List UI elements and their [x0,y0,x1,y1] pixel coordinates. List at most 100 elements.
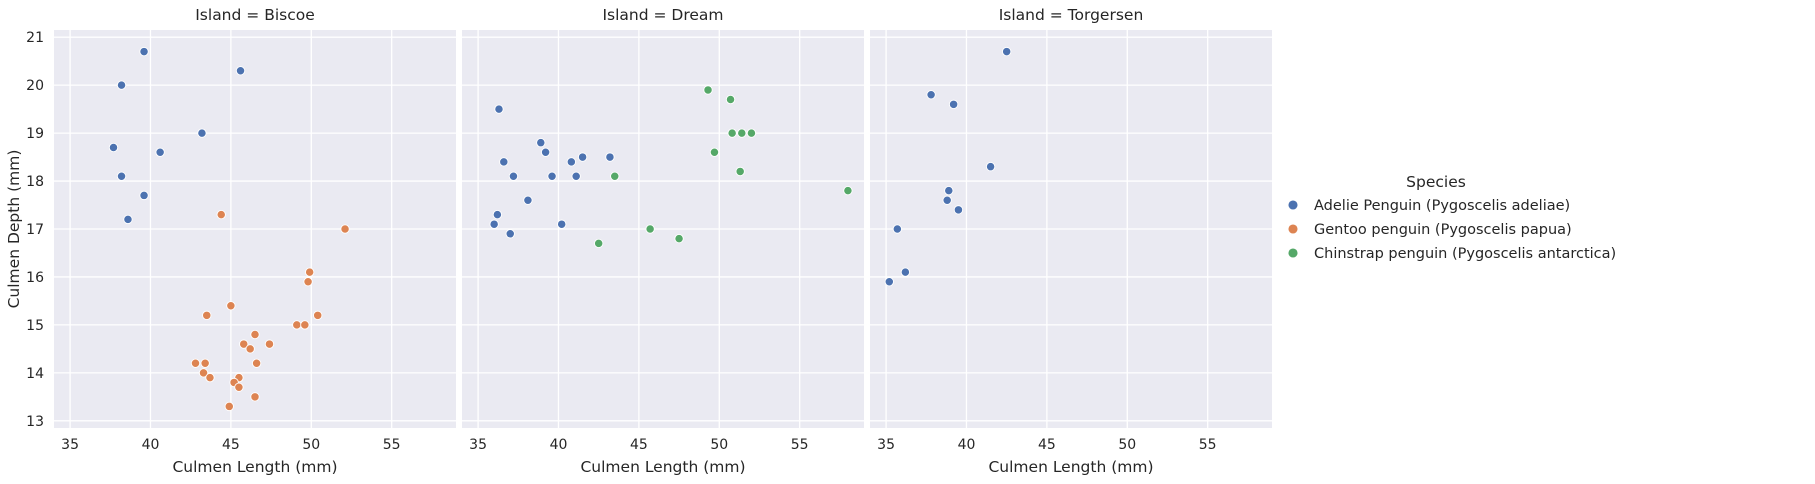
data-point [645,224,655,234]
data-point [340,224,350,234]
y-tick-label: 16 [26,270,44,286]
facet-title: Island = Dream [602,6,723,24]
x-axis-label: Culmen Length (mm) [580,458,745,476]
x-tick-label: 35 [877,437,895,453]
x-tick-label: 40 [958,437,976,453]
x-tick-label: 50 [302,437,320,453]
data-point [746,128,757,138]
data-point [926,90,936,100]
data-point [492,209,503,220]
data-point [139,190,149,201]
data-point [735,166,745,177]
data-point [234,382,244,392]
data-point [557,219,567,229]
data-point [594,238,604,249]
x-tick-label: 55 [1199,437,1217,453]
data-point [884,277,894,287]
y-tick-label: 17 [26,222,44,238]
data-point [224,401,234,412]
data-point [198,368,209,378]
data-point [200,358,210,368]
data-point [494,104,504,114]
data-point [205,373,215,383]
data-point [235,66,246,76]
legend-marker [1287,223,1299,235]
y-tick-label: 15 [26,318,44,334]
data-point [226,301,236,311]
legend: Species Adelie Penguin (Pygoscelis adelia… [1287,173,1616,262]
data-point [953,205,964,215]
data-point [300,320,310,330]
facet-title: Island = Biscoe [195,6,315,24]
data-point [540,147,551,157]
data-point [571,171,581,181]
y-tick-label: 13 [26,414,44,430]
data-point [216,209,226,220]
data-point [577,152,588,162]
data-point [566,157,576,167]
data-point [197,128,207,138]
data-point [892,224,902,234]
x-tick-label: 55 [383,437,401,453]
legend-marker [1287,247,1299,259]
x-tick-label: 45 [222,437,240,453]
legend-title: Species [1406,173,1466,191]
y-tick-label: 14 [26,366,44,382]
data-point [313,310,323,320]
y-axis-label: Culmen Depth (mm) [5,150,23,309]
data-point [292,320,302,330]
x-tick-label: 45 [1038,437,1056,453]
y-tick-label: 18 [26,174,44,190]
data-point [202,310,212,320]
legend-entry-label: Chinstrap penguin (Pygoscelis antarctica… [1314,246,1616,262]
x-tick-label: 40 [142,437,160,453]
x-axis-label: Culmen Length (mm) [988,458,1153,476]
data-point [264,339,275,349]
data-point [250,392,260,402]
x-tick-label: 50 [710,437,728,453]
data-point [737,128,747,138]
data-point [245,344,255,354]
data-point [123,214,133,225]
data-point [709,147,720,157]
data-point [489,219,499,229]
data-point [116,171,127,181]
data-point [942,195,952,205]
facet-panel-2: 35 40 45 50 55 Island = Dream Culmen Length (m… [462,6,864,476]
data-point [239,339,249,349]
data-point [305,267,315,277]
data-point [139,46,149,57]
data-point [900,267,911,277]
data-point [948,99,959,109]
x-axis-label: Culmen Length (mm) [172,458,337,476]
data-point [985,162,996,172]
data-point [944,185,954,196]
x-tick-label: 35 [469,437,487,453]
data-point [505,229,515,239]
data-point [703,85,713,95]
data-point [303,277,313,287]
data-point [727,128,737,138]
legend-marker [1287,199,1299,211]
y-tick-label: 19 [26,126,44,142]
data-point [190,358,201,368]
data-point [843,185,853,196]
data-point [108,142,119,153]
facet-panel-1: 35 40 45 50 55 13 14 15 16 17 18 19 20 21 Island = Bis… [26,6,456,476]
data-point [536,138,546,148]
x-tick-label: 50 [1118,437,1136,453]
data-point [547,171,557,181]
x-tick-label: 35 [61,437,79,453]
legend-entry-label: Adelie Penguin (Pygoscelis adeliae) [1314,198,1570,214]
data-point [674,233,684,244]
data-point [116,80,127,90]
legend-entry-label: Gentoo penguin (Pygoscelis papua) [1314,222,1572,238]
data-point [250,329,260,340]
data-point [508,171,519,181]
data-point [610,171,620,181]
data-point [725,94,736,105]
data-point [523,195,533,205]
data-point [1002,46,1012,57]
x-tick-label: 45 [630,437,648,453]
x-tick-label: 40 [550,437,568,453]
